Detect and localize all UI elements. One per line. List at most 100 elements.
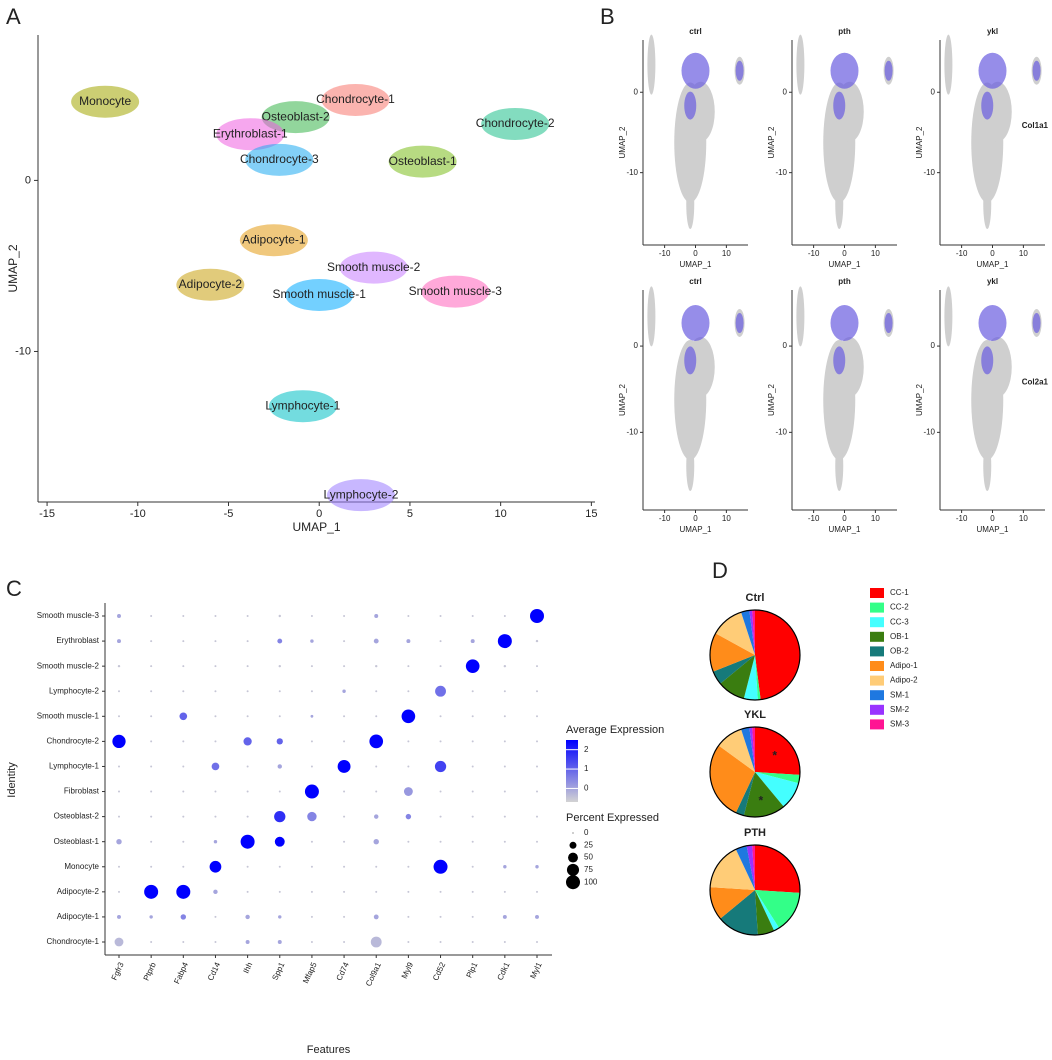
pie-slice [710,849,755,890]
dot [471,715,474,718]
cluster-label: Lymphocyte-2 [323,487,398,501]
legend-label: SM-2 [890,705,910,714]
x-axis-label: Features [307,1044,351,1056]
pie-slice [755,890,775,935]
annotation: * [759,794,764,808]
dot [243,737,252,746]
cluster-label: Monocyte [79,94,131,108]
dot [118,790,120,793]
pie-title: YKL [744,709,766,721]
dot [310,765,313,768]
y-tick-label: Adipocyte-2 [57,887,100,896]
x-tick-label: 10 [1019,249,1028,258]
dot [342,689,346,693]
dot [503,840,506,843]
pie-title: Ctrl [746,592,765,604]
dot [407,840,410,843]
dot [503,740,506,743]
cluster-label: Adipocyte-2 [179,277,243,291]
dot [117,914,121,919]
pie-slice [710,887,755,919]
dot [304,784,319,799]
dot [117,614,121,618]
cluster-label: Erythroblast-1 [213,126,288,140]
dot [337,760,351,773]
y-axis-label: UMAP_2 [618,383,627,416]
legend-label: OB-2 [890,647,909,656]
dot [182,815,185,818]
y-tick-label: 0 [783,341,788,350]
expression-cloud [981,91,994,120]
dot [471,740,474,743]
dot [439,615,442,617]
dot [118,890,120,893]
cluster-label: Smooth muscle-2 [327,260,421,274]
y-tick-label: 0 [783,87,788,96]
cluster-label: Lymphocyte-1 [265,398,340,412]
legend-label: 50 [584,853,593,862]
pie-slice [710,633,755,672]
dot [343,665,346,668]
dot [118,865,120,868]
dot [116,838,122,845]
dot [343,615,346,617]
dot [307,811,317,822]
x-axis-label: UMAP_1 [976,525,1009,534]
dot [375,765,378,768]
dot [375,715,378,718]
pie-slice [715,612,755,655]
dot [465,659,480,673]
x-tick-label: -10 [130,508,146,520]
dot [375,865,378,868]
legend-tick-label: 1 [584,764,589,773]
dot [310,865,313,868]
legend-swatch [870,690,884,701]
y-axis-label: UMAP_2 [767,383,776,416]
x-tick-label: Plp1 [464,960,479,979]
dot [503,765,506,768]
pie-slice [741,727,755,772]
dot [536,740,538,743]
dot [530,609,544,623]
dot [439,941,442,943]
cell-cloud [796,286,805,347]
cell-cloud [983,179,992,229]
dot [214,665,217,668]
x-tick-label: Cd52 [431,960,447,982]
x-axis-label: UMAP_1 [976,260,1009,269]
pie-slice [749,727,755,772]
dot [406,639,411,644]
panel-label: A [6,4,21,29]
dot [310,941,313,943]
dot [214,615,217,617]
dot [401,709,416,724]
facet-title: ctrl [689,27,701,36]
dot [407,865,410,868]
expression-cloud [681,52,710,89]
cell-cloud [647,34,656,95]
cluster [268,390,337,423]
dot [150,941,153,943]
dot [375,890,378,893]
expression-cloud [981,346,994,375]
x-axis-label: UMAP_1 [679,260,712,269]
y-tick-label: Chondrocyte-1 [47,937,100,946]
x-tick-label: 0 [990,249,995,258]
dot [180,914,187,920]
y-tick-label: Adipocyte-1 [57,912,100,921]
x-tick-label: -10 [659,514,671,523]
x-tick-label: -5 [224,508,234,520]
cluster-label: Chondrocyte-3 [240,152,319,166]
expression-cloud [830,52,859,89]
y-tick-label: 0 [634,87,639,96]
dot [117,664,121,668]
dot [214,640,217,643]
dot [373,838,379,845]
dot [405,813,412,820]
dot [471,615,474,617]
x-tick-label: -10 [956,249,968,258]
pie-slice [710,745,755,813]
dot [374,614,379,618]
x-axis-label: UMAP_1 [828,260,861,269]
